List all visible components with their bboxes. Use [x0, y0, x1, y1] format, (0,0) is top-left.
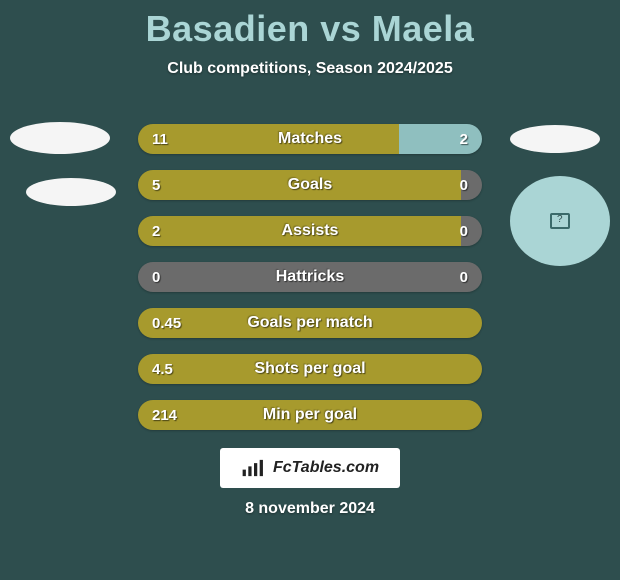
stat-bar-left: 11	[138, 124, 399, 154]
subtitle: Club competitions, Season 2024/2025	[0, 60, 620, 78]
player-left-avatar-1	[10, 122, 110, 154]
stat-bar-left: 5	[138, 170, 461, 200]
stat-bar-full: 214	[138, 400, 482, 430]
stat-row: 00Hattricks	[138, 262, 482, 292]
stat-bar-left: 0	[138, 262, 310, 292]
stat-bar-right: 0	[461, 216, 482, 246]
stat-value-left: 11	[152, 131, 168, 148]
player-left-avatar-2	[26, 178, 116, 206]
stat-value-left: 5	[152, 177, 160, 194]
image-placeholder-icon	[550, 213, 570, 229]
footer-logo: FcTables.com	[220, 448, 400, 488]
stat-row: 0.45Goals per match	[138, 308, 482, 338]
stat-bar-full: 0.45	[138, 308, 482, 338]
chart-icon	[241, 457, 267, 479]
stat-bar-right: 0	[310, 262, 482, 292]
stat-value-left: 0.45	[152, 315, 181, 332]
stat-bar-full: 4.5	[138, 354, 482, 384]
stat-value-right: 0	[460, 223, 468, 240]
stat-row: 20Assists	[138, 216, 482, 246]
stat-value-left: 2	[152, 223, 160, 240]
stat-row: 50Goals	[138, 170, 482, 200]
comparison-bars: 112Matches50Goals20Assists00Hattricks0.4…	[138, 124, 482, 446]
stat-bar-right: 2	[399, 124, 482, 154]
page-title: Basadien vs Maela	[0, 0, 620, 50]
stat-value-right: 0	[460, 177, 468, 194]
stat-value-left: 214	[152, 407, 177, 424]
player-right-avatar-1	[510, 125, 600, 153]
stat-row: 214Min per goal	[138, 400, 482, 430]
stat-bar-right: 0	[461, 170, 482, 200]
player-right-avatar-2	[510, 176, 610, 266]
stat-row: 4.5Shots per goal	[138, 354, 482, 384]
stat-bar-left: 2	[138, 216, 461, 246]
footer-brand-text: FcTables.com	[273, 459, 379, 477]
stat-value-right: 2	[460, 131, 468, 148]
stat-value-left: 0	[152, 269, 160, 286]
date-stamp: 8 november 2024	[0, 500, 620, 518]
stat-value-right: 0	[460, 269, 468, 286]
stat-row: 112Matches	[138, 124, 482, 154]
stat-value-left: 4.5	[152, 361, 173, 378]
